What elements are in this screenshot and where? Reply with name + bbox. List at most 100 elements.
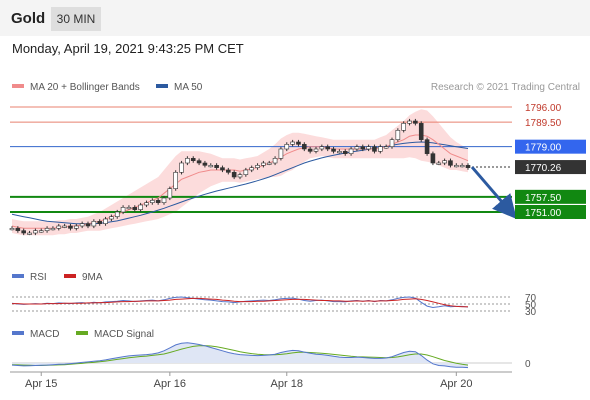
candle-body bbox=[302, 144, 307, 150]
credit-text: Research © 2021 Trading Central bbox=[431, 82, 580, 93]
candle-body bbox=[150, 200, 155, 203]
x-tick-label-Apr-18: Apr 18 bbox=[271, 378, 303, 390]
level-badge-1779.00 bbox=[515, 139, 586, 154]
candle-body bbox=[337, 151, 342, 154]
rsi-legend-swatch-0 bbox=[12, 274, 24, 278]
candle-body bbox=[424, 139, 430, 154]
level-label-1770.26: 1770.26 bbox=[525, 163, 562, 174]
rsi-legend-swatch-1 bbox=[64, 274, 76, 278]
candle-body bbox=[85, 223, 91, 227]
instrument-title: Gold bbox=[11, 10, 46, 27]
legend-label-0: MA 20 + Bollinger Bands bbox=[30, 82, 140, 93]
rsi-legend-label-1: 9MA bbox=[82, 272, 103, 283]
timeframe-badge[interactable]: 30 MIN bbox=[51, 7, 101, 31]
macd-histogram-area bbox=[12, 342, 468, 368]
x-tick-label-Apr-20: Apr 20 bbox=[440, 378, 472, 390]
legend-swatch-0 bbox=[12, 84, 24, 88]
level-label-1789.50: 1789.50 bbox=[525, 118, 562, 129]
candle-body bbox=[109, 216, 114, 220]
candle-body bbox=[38, 230, 44, 233]
candle-body bbox=[395, 130, 401, 140]
legend-swatch-1 bbox=[156, 84, 168, 88]
candle-body bbox=[383, 146, 389, 149]
candle-body bbox=[272, 158, 278, 164]
candle-body bbox=[243, 169, 249, 175]
candle-body bbox=[442, 160, 447, 164]
candle-body bbox=[436, 162, 442, 165]
candle-body bbox=[173, 172, 178, 189]
macd-legend-swatch-0 bbox=[12, 331, 24, 335]
candle-body bbox=[74, 225, 79, 229]
candle-body bbox=[418, 123, 424, 140]
candle-body bbox=[9, 228, 15, 231]
candle-body bbox=[144, 202, 149, 206]
candle-body bbox=[360, 146, 366, 150]
candle-body bbox=[27, 232, 32, 235]
candle-body bbox=[68, 225, 73, 229]
x-tick-label-Apr-15: Apr 15 bbox=[25, 378, 57, 390]
rsi-tick-70: 70 bbox=[525, 293, 537, 304]
candle-body bbox=[167, 188, 173, 199]
candle-body bbox=[465, 165, 471, 168]
candle-body bbox=[44, 228, 50, 231]
candle-body bbox=[325, 146, 330, 150]
level-label-1779.00: 1779.00 bbox=[525, 143, 562, 154]
candle-body bbox=[185, 158, 190, 164]
candle-body bbox=[132, 207, 138, 210]
bollinger-band bbox=[12, 109, 468, 236]
candle-body bbox=[313, 148, 319, 152]
candle-body bbox=[413, 120, 418, 124]
candle-body bbox=[348, 148, 354, 154]
candle-body bbox=[208, 165, 214, 168]
candle-body bbox=[284, 144, 290, 150]
header-bar: Gold 30 MIN bbox=[0, 0, 590, 36]
rsi-tick-30: 30 bbox=[525, 307, 537, 318]
macd-tick-0: 0 bbox=[525, 359, 531, 370]
candle-body bbox=[266, 162, 272, 165]
candle-body bbox=[50, 228, 56, 231]
candle-body bbox=[114, 211, 120, 217]
candle-body bbox=[249, 167, 254, 171]
candle-body bbox=[278, 148, 284, 159]
candle-body bbox=[138, 204, 143, 210]
candle-body bbox=[91, 221, 97, 227]
chart-datetime: Monday, April 19, 2021 9:43:25 PM CET bbox=[12, 41, 244, 56]
candle-body bbox=[103, 218, 108, 224]
candle-body bbox=[202, 162, 208, 166]
candle-body bbox=[407, 120, 412, 124]
level-badge-1751.00 bbox=[515, 205, 586, 219]
macd-line bbox=[11, 342, 469, 369]
candle-body bbox=[79, 223, 85, 227]
level-badge-1757.50 bbox=[515, 189, 586, 204]
candle-body bbox=[226, 169, 231, 173]
rsi-ma9-line bbox=[12, 297, 468, 308]
candle-body bbox=[389, 139, 395, 147]
candle-body bbox=[21, 230, 26, 234]
macd-legend-label-0: MACD bbox=[30, 329, 59, 340]
candle-body bbox=[120, 207, 126, 213]
candle-body bbox=[97, 221, 102, 224]
candle-body bbox=[342, 151, 348, 154]
level-label-1796.00: 1796.00 bbox=[525, 103, 562, 114]
candle-body bbox=[378, 146, 383, 152]
level-label-1757.50: 1757.50 bbox=[525, 193, 562, 204]
level-label-1751.00: 1751.00 bbox=[525, 208, 562, 219]
candle-body bbox=[62, 225, 67, 228]
candle-body bbox=[401, 123, 406, 131]
candle-body bbox=[179, 162, 184, 173]
level-badge-1770.26 bbox=[515, 160, 586, 175]
candle-body bbox=[237, 174, 243, 178]
candle-body bbox=[126, 207, 132, 210]
candle-body bbox=[231, 172, 237, 178]
candle-body bbox=[430, 153, 436, 164]
candle-body bbox=[459, 165, 465, 168]
candle-body bbox=[366, 146, 371, 150]
candle-body bbox=[155, 200, 161, 203]
candle-body bbox=[33, 230, 38, 234]
candle-body bbox=[161, 197, 167, 203]
macd-legend-swatch-1 bbox=[76, 331, 88, 335]
candle-body bbox=[307, 148, 313, 152]
rsi-line bbox=[11, 296, 469, 309]
candle-body bbox=[290, 141, 295, 145]
candle-body bbox=[454, 165, 459, 168]
